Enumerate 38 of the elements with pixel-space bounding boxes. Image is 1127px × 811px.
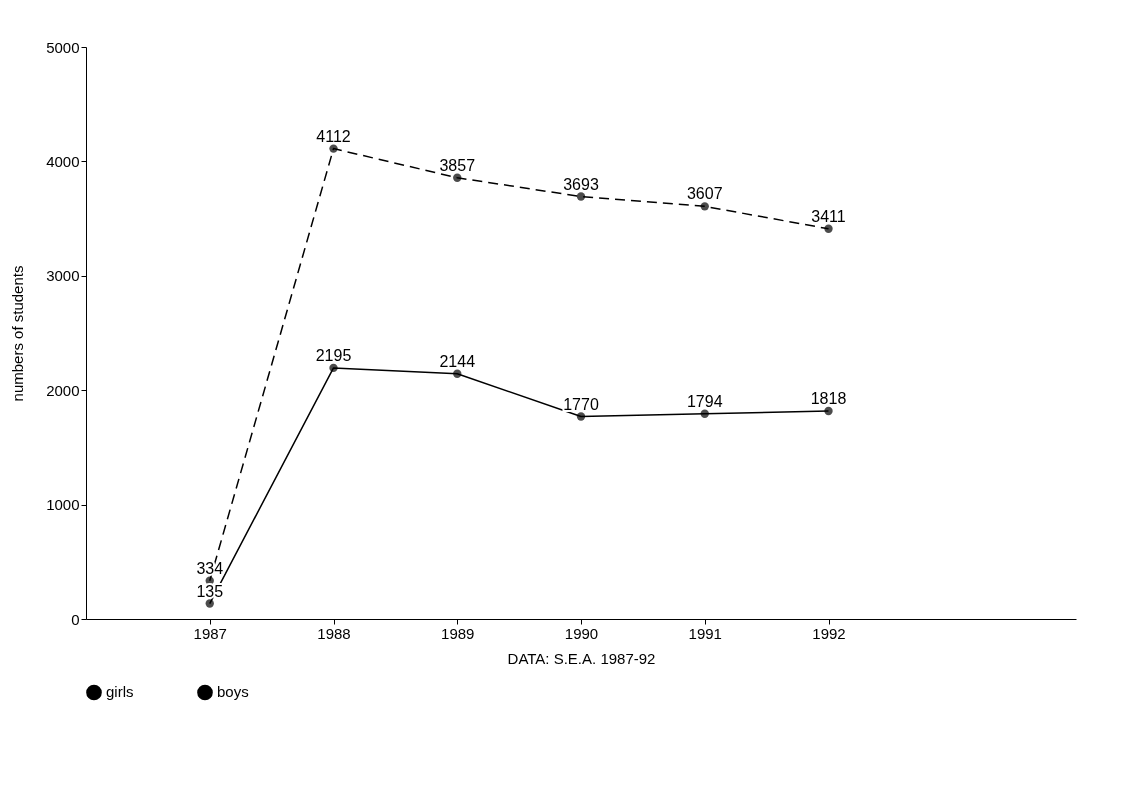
y-tick-label: 4000 <box>46 152 80 170</box>
point <box>700 202 709 211</box>
x-tick-label: 1992 <box>812 624 846 642</box>
data-label: 2195 <box>315 346 352 364</box>
y-axis-title: numbers of students <box>9 265 27 402</box>
point <box>205 599 214 608</box>
x-tick-label: 1988 <box>317 624 351 642</box>
point <box>824 406 833 416</box>
point <box>329 144 338 153</box>
data-label: 3693 <box>563 175 599 193</box>
data-label: 2144 <box>439 352 476 370</box>
data-label: 3607 <box>686 185 723 203</box>
legend-label: boys <box>217 683 249 701</box>
data-label: 4112 <box>316 127 351 145</box>
data-label: 1770 <box>563 395 599 413</box>
point <box>453 173 462 182</box>
x-tick-label: 1987 <box>193 624 227 642</box>
x-tick-label: 1990 <box>564 624 599 642</box>
data-label: 334 <box>196 559 224 577</box>
point <box>700 409 709 418</box>
x-tick-label: 1989 <box>441 624 475 642</box>
y-tick-label: 2000 <box>46 381 80 399</box>
point <box>453 369 462 378</box>
point <box>576 412 586 421</box>
x-tick-label: 1991 <box>688 624 722 642</box>
data-label: 1794 <box>686 392 723 410</box>
data-label: 1818 <box>810 390 847 408</box>
legend-label: girls <box>106 683 134 701</box>
point <box>824 224 833 233</box>
point <box>329 363 338 373</box>
y-tick-label: 3000 <box>46 267 80 285</box>
point <box>576 192 586 201</box>
y-tick-label: 1000 <box>46 496 80 514</box>
data-label: 3411 <box>811 207 846 225</box>
y-tick-label: 0 <box>71 610 80 628</box>
data-label: 3857 <box>439 156 476 174</box>
y-tick-label: 5000 <box>46 38 80 56</box>
text: DATA: S.E.A. 1987-92 <box>507 649 656 667</box>
